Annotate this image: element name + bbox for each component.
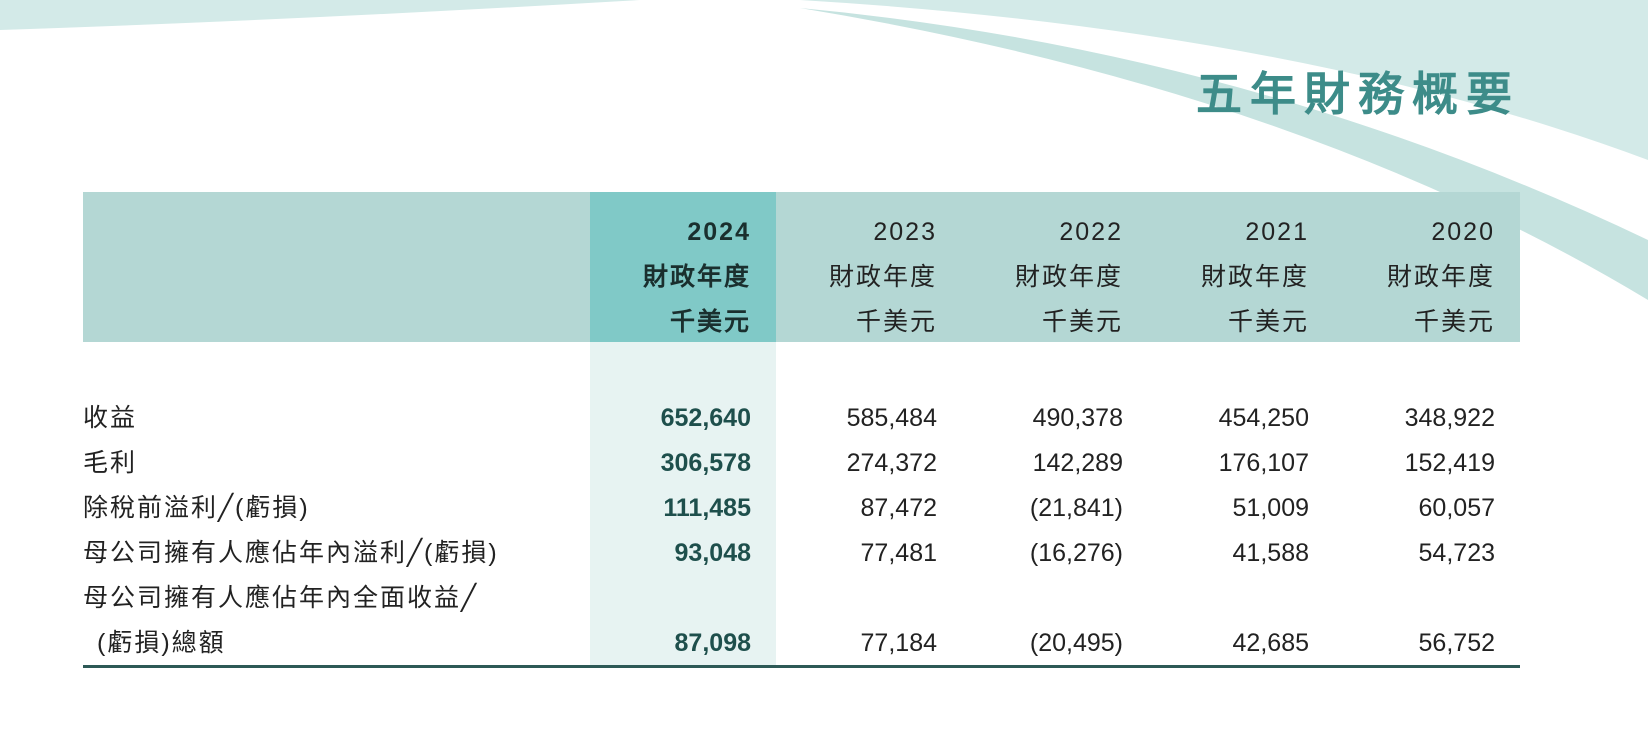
cell-value: 348,922 xyxy=(1404,404,1495,432)
table-row: 毛利 306,578 274,372 142,289 176,107 152,419 xyxy=(83,441,1520,486)
period: 財政年度 xyxy=(1014,263,1123,291)
cell-value: 77,481 xyxy=(860,539,937,567)
column-header-2021: 2021 財政年度 千美元 xyxy=(1148,210,1334,345)
table-bottom-rule xyxy=(83,665,1520,668)
period: 財政年度 xyxy=(828,263,937,291)
row-label: 除稅前溢利╱(虧損) xyxy=(83,494,310,522)
unit: 千美元 xyxy=(1227,308,1309,336)
cell-value: (16,276) xyxy=(1029,539,1123,567)
cell-value: 51,009 xyxy=(1232,494,1309,522)
cell-value: 111,485 xyxy=(663,494,751,522)
cell-value: 42,685 xyxy=(1232,629,1309,657)
cell-value: 490,378 xyxy=(1032,404,1123,432)
unit: 千美元 xyxy=(855,308,937,336)
cell-value: 306,578 xyxy=(660,449,751,477)
unit: 千美元 xyxy=(669,308,751,336)
row-label: 母公司擁有人應佔年內全面收益╱ xyxy=(83,584,479,612)
cell-value: 93,048 xyxy=(674,539,751,567)
year: 2021 xyxy=(1245,218,1309,246)
period: 財政年度 xyxy=(1386,263,1495,291)
cell-value: (21,841) xyxy=(1029,494,1123,522)
table-row: 母公司擁有人應佔年內溢利╱(虧損) 93,048 77,481 (16,276) 41,… xyxy=(83,531,1520,576)
cell-value: 77,184 xyxy=(860,629,937,657)
cell-value: 274,372 xyxy=(846,449,937,477)
cell-value: 142,289 xyxy=(1032,449,1123,477)
row-label: (虧損)總額 xyxy=(97,629,226,657)
cell-value: (20,495) xyxy=(1029,629,1123,657)
table-row: 收益 652,640 585,484 490,378 454,250 348,922 xyxy=(83,396,1520,441)
cell-value: 41,588 xyxy=(1232,539,1309,567)
cell-value: 176,107 xyxy=(1218,449,1309,477)
column-header-2022: 2022 財政年度 千美元 xyxy=(962,210,1148,345)
period: 財政年度 xyxy=(642,263,751,291)
highlight-column-body xyxy=(590,342,776,667)
page-title: 五年財務概要 xyxy=(1196,68,1520,120)
cell-value: 454,250 xyxy=(1218,404,1309,432)
row-label: 母公司擁有人應佔年內溢利╱(虧損) xyxy=(83,539,499,567)
table-row: (虧損)總額 87,098 77,184 (20,495) 42,685 56,752 xyxy=(83,621,1520,666)
table-row: 除稅前溢利╱(虧損) 111,485 87,472 (21,841) 51,009 60,… xyxy=(83,486,1520,531)
cell-value: 54,723 xyxy=(1418,539,1495,567)
year: 2024 xyxy=(687,218,751,246)
cell-value: 585,484 xyxy=(846,404,937,432)
row-label: 毛利 xyxy=(83,449,138,477)
year: 2022 xyxy=(1059,218,1123,246)
column-header-2023: 2023 財政年度 千美元 xyxy=(776,210,962,345)
cell-value: 652,640 xyxy=(660,404,751,432)
cell-value: 56,752 xyxy=(1418,629,1495,657)
column-header-2024: 2024 財政年度 千美元 xyxy=(590,210,776,345)
cell-value: 60,057 xyxy=(1418,494,1495,522)
period: 財政年度 xyxy=(1200,263,1309,291)
year: 2020 xyxy=(1431,218,1495,246)
cell-value: 87,472 xyxy=(860,494,937,522)
table-header xyxy=(83,192,1520,342)
row-label: 收益 xyxy=(83,404,138,432)
unit: 千美元 xyxy=(1413,308,1495,336)
table-row-label-continued: 母公司擁有人應佔年內全面收益╱ xyxy=(83,576,1520,621)
unit: 千美元 xyxy=(1041,308,1123,336)
highlight-column-header xyxy=(590,192,776,342)
column-header-2020: 2020 財政年度 千美元 xyxy=(1334,210,1520,345)
cell-value: 87,098 xyxy=(674,629,751,657)
cell-value: 152,419 xyxy=(1404,449,1495,477)
year: 2023 xyxy=(873,218,937,246)
